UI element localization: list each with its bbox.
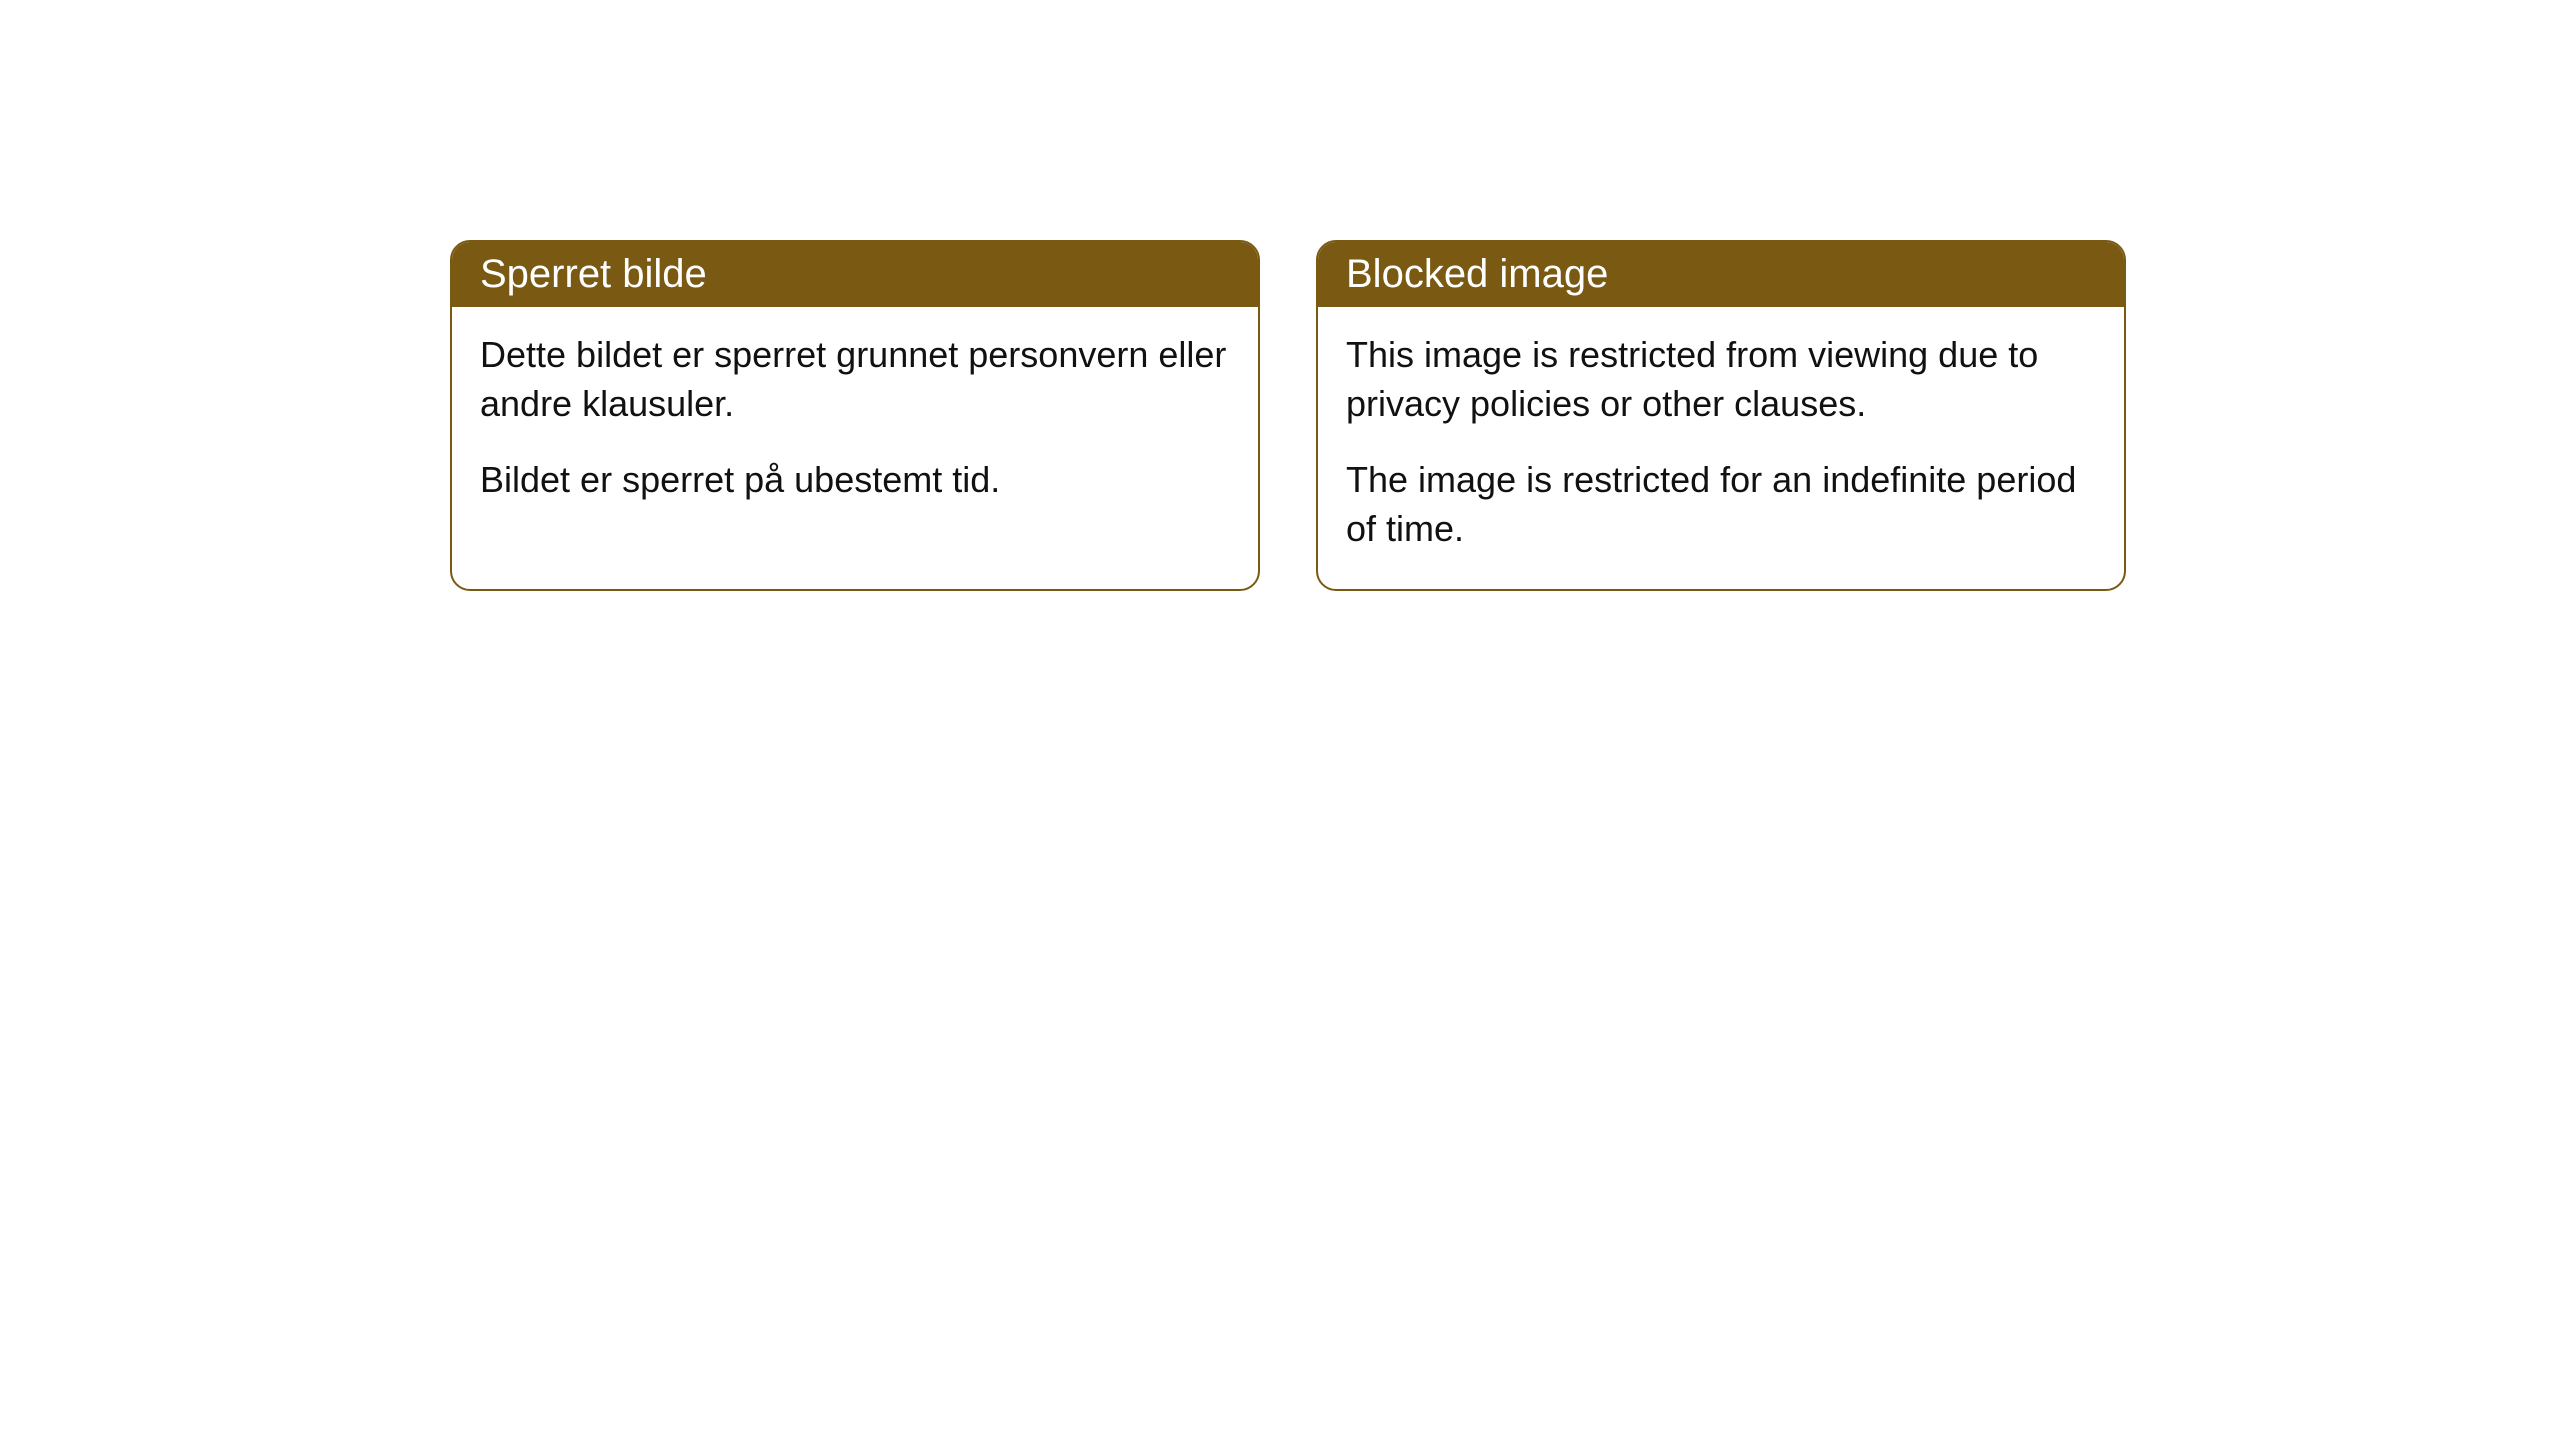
card-text-en-2: The image is restricted for an indefinit… xyxy=(1346,456,2096,553)
card-body-en: This image is restricted from viewing du… xyxy=(1318,307,2124,589)
card-title-en: Blocked image xyxy=(1346,252,1608,296)
blocked-image-card-en: Blocked image This image is restricted f… xyxy=(1316,240,2126,591)
card-text-en-1: This image is restricted from viewing du… xyxy=(1346,331,2096,428)
card-text-no-1: Dette bildet er sperret grunnet personve… xyxy=(480,331,1230,428)
card-header-en: Blocked image xyxy=(1318,242,2124,307)
card-body-no: Dette bildet er sperret grunnet personve… xyxy=(452,307,1258,541)
blocked-image-card-no: Sperret bilde Dette bildet er sperret gr… xyxy=(450,240,1260,591)
card-title-no: Sperret bilde xyxy=(480,252,707,296)
notice-container: Sperret bilde Dette bildet er sperret gr… xyxy=(450,240,2126,591)
card-header-no: Sperret bilde xyxy=(452,242,1258,307)
card-text-no-2: Bildet er sperret på ubestemt tid. xyxy=(480,456,1230,505)
